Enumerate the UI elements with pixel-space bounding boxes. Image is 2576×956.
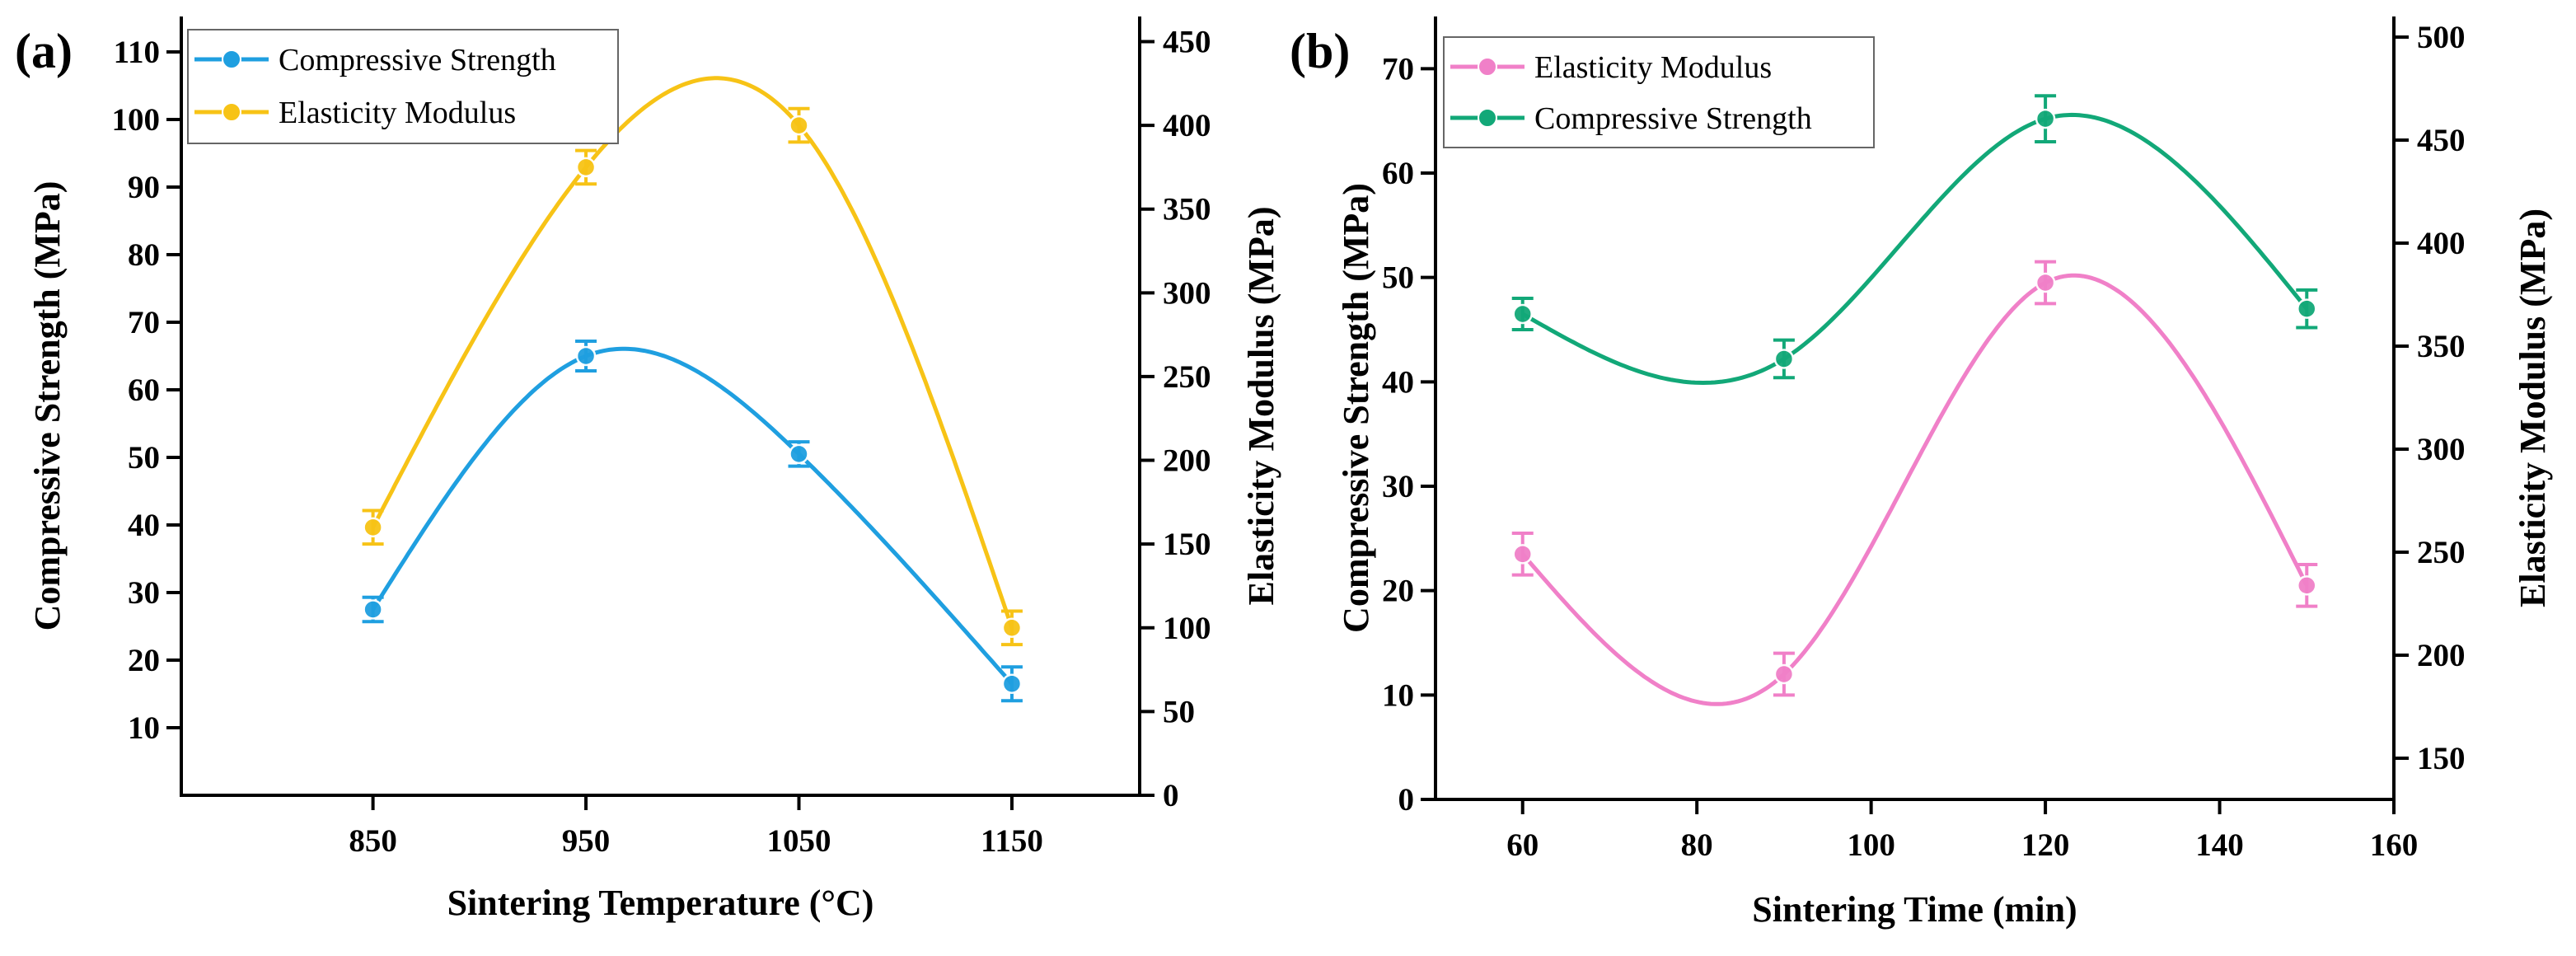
y-left-tick-label: 20 (128, 643, 160, 678)
panel-label: (a) (15, 24, 73, 78)
x-axis-title: Sintering Temperature (°C) (447, 883, 874, 923)
legend: Compressive Strength Elasticity Modulus (187, 29, 619, 144)
y-left-axis-title: Compressive Strength (MPa) (27, 181, 68, 631)
y-left-tick-label: 70 (1382, 51, 1414, 87)
y-left-tick-label: 90 (128, 170, 160, 205)
y-left-tick-label: 40 (128, 508, 160, 543)
y-left-tick-label: 60 (128, 373, 160, 408)
legend-box (1443, 36, 1875, 148)
data-point (2035, 272, 2056, 293)
panel-label: (b) (1290, 24, 1350, 78)
data-point (789, 443, 809, 465)
legend-entry: Compressive Strength (279, 43, 556, 77)
y-right-tick-label: 450 (1163, 24, 1211, 59)
y-right-tick-label: 250 (2417, 535, 2466, 570)
series-compressive-strength (362, 339, 1023, 703)
chart-panel-b: 60 80 100 120 140 160 0 10 20 30 40 50 60 70 150 200 250… (1290, 16, 2553, 930)
y-right-tick-label: 300 (1163, 275, 1211, 311)
y-left-tick-label: 0 (1398, 782, 1415, 818)
y-left-tick-label: 110 (114, 35, 160, 70)
y-right-axis-title: Elasticity Modulus (MPa) (2513, 209, 2553, 607)
y-left-tick-label: 50 (128, 440, 160, 476)
data-point (1512, 544, 1533, 565)
data-point (1512, 303, 1533, 325)
y-right-tick-label: 150 (2417, 741, 2466, 776)
legend-box (187, 29, 619, 144)
series-elasticity-modulus (362, 76, 1023, 647)
data-point (1001, 673, 1023, 694)
data-point (1773, 663, 1795, 685)
y-right-tick-label: 150 (1163, 527, 1211, 562)
y-right-tick-label: 200 (2417, 638, 2466, 673)
y-left-tick-label: 10 (128, 710, 160, 746)
data-point (575, 157, 597, 178)
x-tick-label: 1150 (981, 823, 1043, 859)
y-left-tick-label: 50 (1382, 260, 1414, 296)
y-left-tick-label: 10 (1382, 677, 1414, 713)
legend-swatch-marker (222, 49, 241, 69)
data-point (363, 599, 383, 620)
y-right-tick-label: 50 (1163, 694, 1195, 729)
y-left-tick-label: 30 (1382, 469, 1414, 504)
y-right-axis-title: Elasticity Modulus (MPa) (1241, 207, 1281, 606)
y-right-tick-label: 200 (1163, 443, 1211, 479)
x-tick-label: 850 (349, 823, 397, 859)
y-right-tick-label: 450 (2417, 123, 2466, 158)
data-point (363, 517, 383, 538)
series-compressive-strength (1511, 94, 2318, 386)
chart-panel-a: 850 950 1050 1150 10 20 30 40 50 60 70 80 90 100 110 0 5… (15, 16, 1281, 923)
x-axis-title: Sintering Time (min) (1752, 889, 2077, 930)
data-point (1773, 349, 1795, 369)
legend-swatch-marker (1478, 108, 1497, 128)
y-left-tick-label: 40 (1382, 364, 1414, 400)
legend-entry: Compressive Strength (1534, 101, 1812, 136)
y-right-tick-label: 350 (2417, 329, 2466, 364)
series-line (371, 76, 1014, 629)
data-point (2297, 575, 2317, 596)
y-right-tick-label: 400 (2417, 226, 2466, 261)
x-tick-label: 60 (1506, 827, 1539, 863)
x-tick-label: 80 (1681, 827, 1713, 863)
x-tick-label: 100 (1847, 827, 1895, 863)
y-right-tick-label: 0 (1163, 778, 1179, 813)
data-point (575, 345, 597, 367)
y-left-tick-label: 80 (128, 237, 160, 273)
y-right-tick-label: 500 (2417, 20, 2466, 55)
y-left-tick-label: 60 (1382, 156, 1414, 191)
legend-swatch-marker (222, 102, 241, 122)
x-tick-label: 120 (2021, 827, 2070, 863)
y-left-tick-label: 20 (1382, 574, 1414, 609)
data-point (2035, 108, 2056, 129)
y-left-tick-label: 100 (112, 102, 161, 138)
x-tick-label: 1050 (766, 823, 831, 859)
y-right-tick-label: 250 (1163, 359, 1211, 395)
y-left-tick-label: 30 (128, 575, 160, 611)
series-line (371, 346, 1014, 686)
y-right-tick-label: 400 (1163, 108, 1211, 143)
data-point (2297, 298, 2317, 319)
x-tick-label: 160 (2370, 827, 2419, 863)
series-line (1521, 112, 2309, 386)
x-tick-label: 950 (562, 823, 611, 859)
legend-entry: Elasticity Modulus (1534, 50, 1772, 85)
y-right-tick-label: 300 (2417, 432, 2466, 467)
y-left-tick-label: 70 (128, 305, 160, 340)
y-right-tick-label: 100 (1163, 611, 1211, 646)
legend: Elasticity Modulus Compressive Strength (1443, 36, 1875, 148)
data-point (789, 115, 809, 136)
legend-entry: Elasticity Modulus (279, 96, 516, 130)
series-line (1520, 273, 2309, 706)
y-left-axis-title: Compressive Strength (MPa) (1336, 183, 1376, 633)
x-tick-label: 140 (2195, 827, 2244, 863)
legend-swatch-marker (1478, 57, 1497, 77)
data-point (1001, 617, 1023, 639)
series-elasticity-modulus (1511, 260, 2318, 706)
y-right-tick-label: 350 (1163, 192, 1211, 227)
